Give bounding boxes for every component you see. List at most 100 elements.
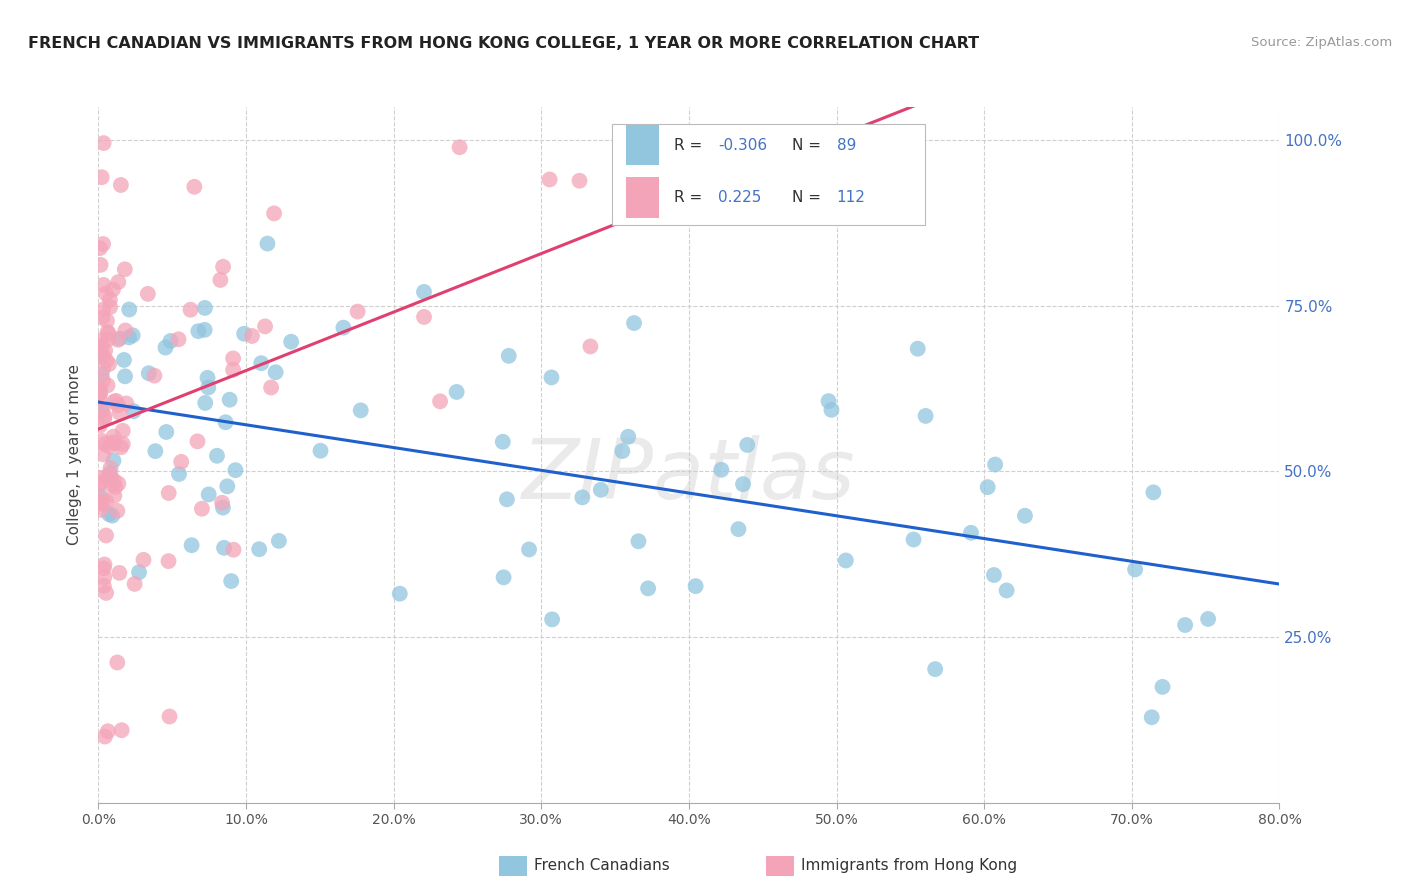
Point [194, 323, 217, 337]
Point [194, 301, 217, 315]
Text: R =: R = [673, 190, 707, 205]
Point [817, 394, 839, 409]
Point [93, 558, 115, 572]
Point [94, 730, 117, 744]
Point [103, 474, 125, 488]
Text: 89: 89 [837, 137, 856, 153]
Point [112, 353, 135, 368]
Point [98, 293, 121, 307]
Point [449, 140, 471, 154]
Text: Source: ZipAtlas.com: Source: ZipAtlas.com [1251, 36, 1392, 49]
Point [222, 542, 245, 557]
Point [731, 477, 754, 491]
Point [211, 496, 233, 510]
Point [157, 554, 180, 568]
Point [107, 476, 129, 491]
Point [91, 349, 114, 363]
Point [429, 394, 451, 409]
Point [637, 582, 659, 596]
Point [89, 393, 111, 408]
Point [617, 430, 640, 444]
Point [89, 418, 111, 433]
Point [233, 326, 256, 341]
Point [91, 237, 114, 252]
Point [143, 444, 166, 458]
Point [167, 467, 190, 481]
Point [91, 447, 114, 461]
Point [540, 370, 562, 384]
Point [107, 398, 129, 412]
Point [1197, 612, 1219, 626]
Point [247, 542, 270, 557]
Text: FRENCH CANADIAN VS IMMIGRANTS FROM HONG KONG COLLEGE, 1 YEAR OR MORE CORRELATION: FRENCH CANADIAN VS IMMIGRANTS FROM HONG … [28, 36, 979, 51]
Point [94, 437, 117, 451]
Point [96, 314, 118, 328]
Point [93, 348, 115, 362]
Text: ZIPatlas: ZIPatlas [522, 435, 856, 516]
Point [264, 365, 287, 379]
Point [159, 334, 181, 348]
Point [111, 723, 134, 738]
Point [114, 323, 136, 337]
Point [914, 409, 936, 423]
Text: N =: N = [792, 190, 825, 205]
Point [91, 361, 114, 376]
Point [89, 383, 111, 397]
Point [103, 429, 125, 443]
Point [105, 656, 128, 670]
Point [209, 273, 232, 287]
Point [995, 583, 1018, 598]
Point [91, 338, 114, 352]
Point [107, 333, 129, 347]
Point [263, 206, 285, 220]
Point [90, 475, 112, 490]
Point [212, 260, 235, 274]
Point [924, 662, 946, 676]
Text: R =: R = [673, 137, 707, 153]
Point [97, 469, 120, 483]
Point [98, 466, 121, 480]
Point [91, 310, 114, 325]
Point [96, 378, 118, 392]
Point [94, 286, 117, 301]
Point [1152, 680, 1174, 694]
Point [612, 444, 634, 458]
Point [155, 425, 177, 439]
Point [111, 424, 134, 438]
Point [224, 463, 246, 477]
Point [1140, 710, 1163, 724]
Point [93, 579, 115, 593]
Point [157, 486, 180, 500]
Point [110, 440, 132, 454]
Point [97, 724, 120, 739]
Point [89, 241, 111, 255]
Point [413, 285, 436, 299]
Point [820, 402, 842, 417]
FancyBboxPatch shape [626, 178, 659, 218]
Point [498, 349, 520, 363]
Point [101, 283, 124, 297]
Point [960, 525, 983, 540]
Point [1014, 508, 1036, 523]
Point [976, 480, 998, 494]
Point [108, 566, 131, 580]
Point [180, 302, 202, 317]
Point [685, 579, 707, 593]
Point [118, 302, 141, 317]
Point [538, 172, 561, 186]
Point [589, 483, 612, 497]
Point [98, 300, 121, 314]
Point [212, 500, 235, 515]
Point [114, 369, 136, 384]
Point [218, 392, 240, 407]
Point [114, 262, 136, 277]
Text: -0.306: -0.306 [718, 137, 768, 153]
Point [105, 393, 128, 408]
Point [105, 504, 128, 518]
Text: 112: 112 [837, 190, 866, 205]
Point [571, 491, 593, 505]
Point [124, 577, 146, 591]
Point [100, 461, 122, 475]
Point [256, 236, 278, 251]
Point [309, 443, 332, 458]
